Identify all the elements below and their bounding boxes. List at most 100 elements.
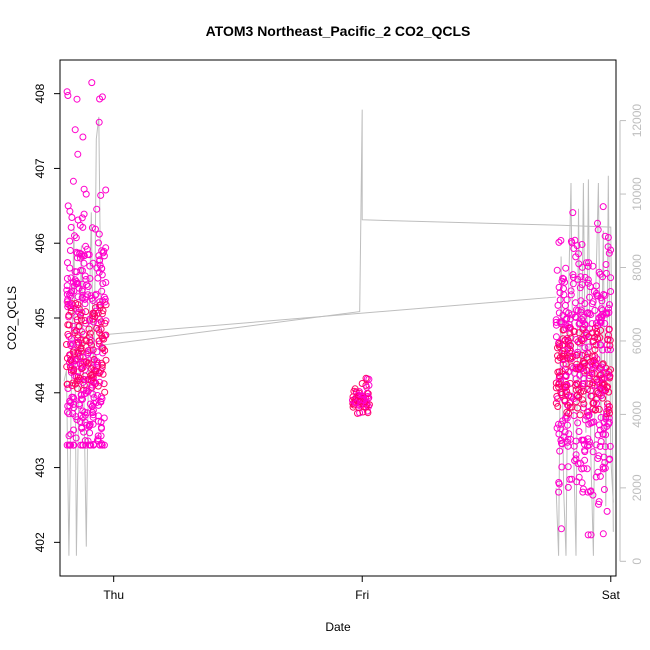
data-point — [86, 429, 94, 437]
data-point — [89, 406, 97, 414]
data-point — [561, 397, 569, 405]
data-point — [63, 298, 71, 306]
data-point — [592, 282, 600, 290]
connecting-line — [106, 296, 557, 335]
data-point — [599, 530, 607, 538]
axes-layer: Thu Fri Sat 402 403 404 405 406 407 408 0 2000 4000 6… — [33, 83, 644, 602]
data-point — [73, 416, 81, 424]
data-point — [606, 342, 614, 349]
data-point — [80, 185, 88, 193]
data-point — [558, 440, 566, 448]
data-point — [74, 385, 81, 392]
data-point — [66, 247, 74, 254]
data-point — [78, 294, 86, 302]
chart-title: ATOM3 Northeast_Pacific_2 CO2_QCLS — [206, 23, 471, 39]
data-point — [593, 399, 600, 407]
data-point — [599, 273, 607, 281]
data-point — [554, 368, 562, 376]
data-point — [605, 418, 613, 426]
data-point — [64, 303, 72, 311]
data-point — [360, 395, 368, 403]
data-point — [565, 409, 573, 417]
points-layer — [63, 79, 615, 539]
data-point — [63, 282, 71, 290]
data-point — [576, 319, 584, 327]
data-point — [73, 338, 81, 346]
data-point — [64, 385, 72, 392]
data-point — [96, 378, 104, 386]
data-point — [583, 310, 591, 317]
data-point — [84, 359, 92, 367]
data-point — [575, 250, 582, 258]
data-point — [82, 337, 90, 345]
data-point — [575, 260, 583, 268]
data-point — [593, 375, 601, 383]
data-point — [80, 252, 88, 260]
data-point — [73, 316, 81, 324]
data-point — [94, 412, 102, 420]
data-point — [607, 288, 615, 295]
data-point — [591, 381, 599, 389]
data-point — [597, 312, 605, 320]
data-point — [555, 238, 563, 246]
data-point — [563, 296, 571, 304]
data-point — [604, 370, 612, 378]
data-point — [83, 387, 91, 395]
data-point — [83, 281, 90, 289]
data-point — [93, 205, 101, 213]
data-point — [595, 498, 603, 506]
data-point — [89, 309, 97, 317]
data-point — [554, 356, 562, 364]
data-point — [581, 416, 589, 424]
data-point — [585, 343, 593, 351]
data-point — [63, 290, 71, 298]
data-point — [568, 403, 576, 411]
data-point — [555, 420, 562, 428]
data-point — [574, 350, 581, 358]
data-point — [556, 447, 564, 455]
data-point — [591, 324, 599, 332]
data-point — [598, 297, 606, 305]
data-point — [101, 298, 109, 306]
data-point — [603, 309, 611, 317]
data-point — [589, 262, 597, 270]
data-point — [559, 352, 567, 360]
data-point — [572, 299, 579, 307]
right-y-tick-label: 0 — [630, 558, 644, 565]
data-point — [572, 336, 580, 343]
data-point — [555, 480, 563, 488]
data-point — [64, 202, 72, 210]
data-point — [579, 488, 587, 496]
data-point — [607, 274, 615, 282]
data-point — [570, 364, 578, 372]
data-point — [81, 300, 89, 308]
data-point — [556, 289, 564, 297]
data-point — [363, 383, 371, 391]
data-point — [69, 278, 77, 286]
data-point — [603, 507, 611, 515]
data-point — [595, 500, 602, 508]
data-point — [92, 367, 99, 375]
data-point — [600, 380, 608, 388]
data-point — [593, 327, 601, 335]
data-point — [561, 428, 569, 436]
data-point — [77, 311, 84, 319]
data-point — [581, 344, 589, 352]
data-point — [554, 403, 562, 410]
data-point — [565, 323, 573, 331]
data-point — [597, 414, 605, 421]
data-point — [562, 373, 570, 380]
data-point — [576, 363, 584, 371]
x-tick-label: Thu — [103, 588, 124, 602]
data-point — [555, 380, 563, 388]
data-point — [594, 389, 602, 397]
data-point — [93, 348, 101, 356]
data-point — [560, 275, 568, 283]
data-point — [585, 441, 593, 449]
data-point — [557, 237, 565, 244]
data-point — [586, 293, 593, 301]
data-point — [577, 335, 585, 343]
data-point — [98, 441, 106, 449]
data-point — [579, 358, 587, 365]
